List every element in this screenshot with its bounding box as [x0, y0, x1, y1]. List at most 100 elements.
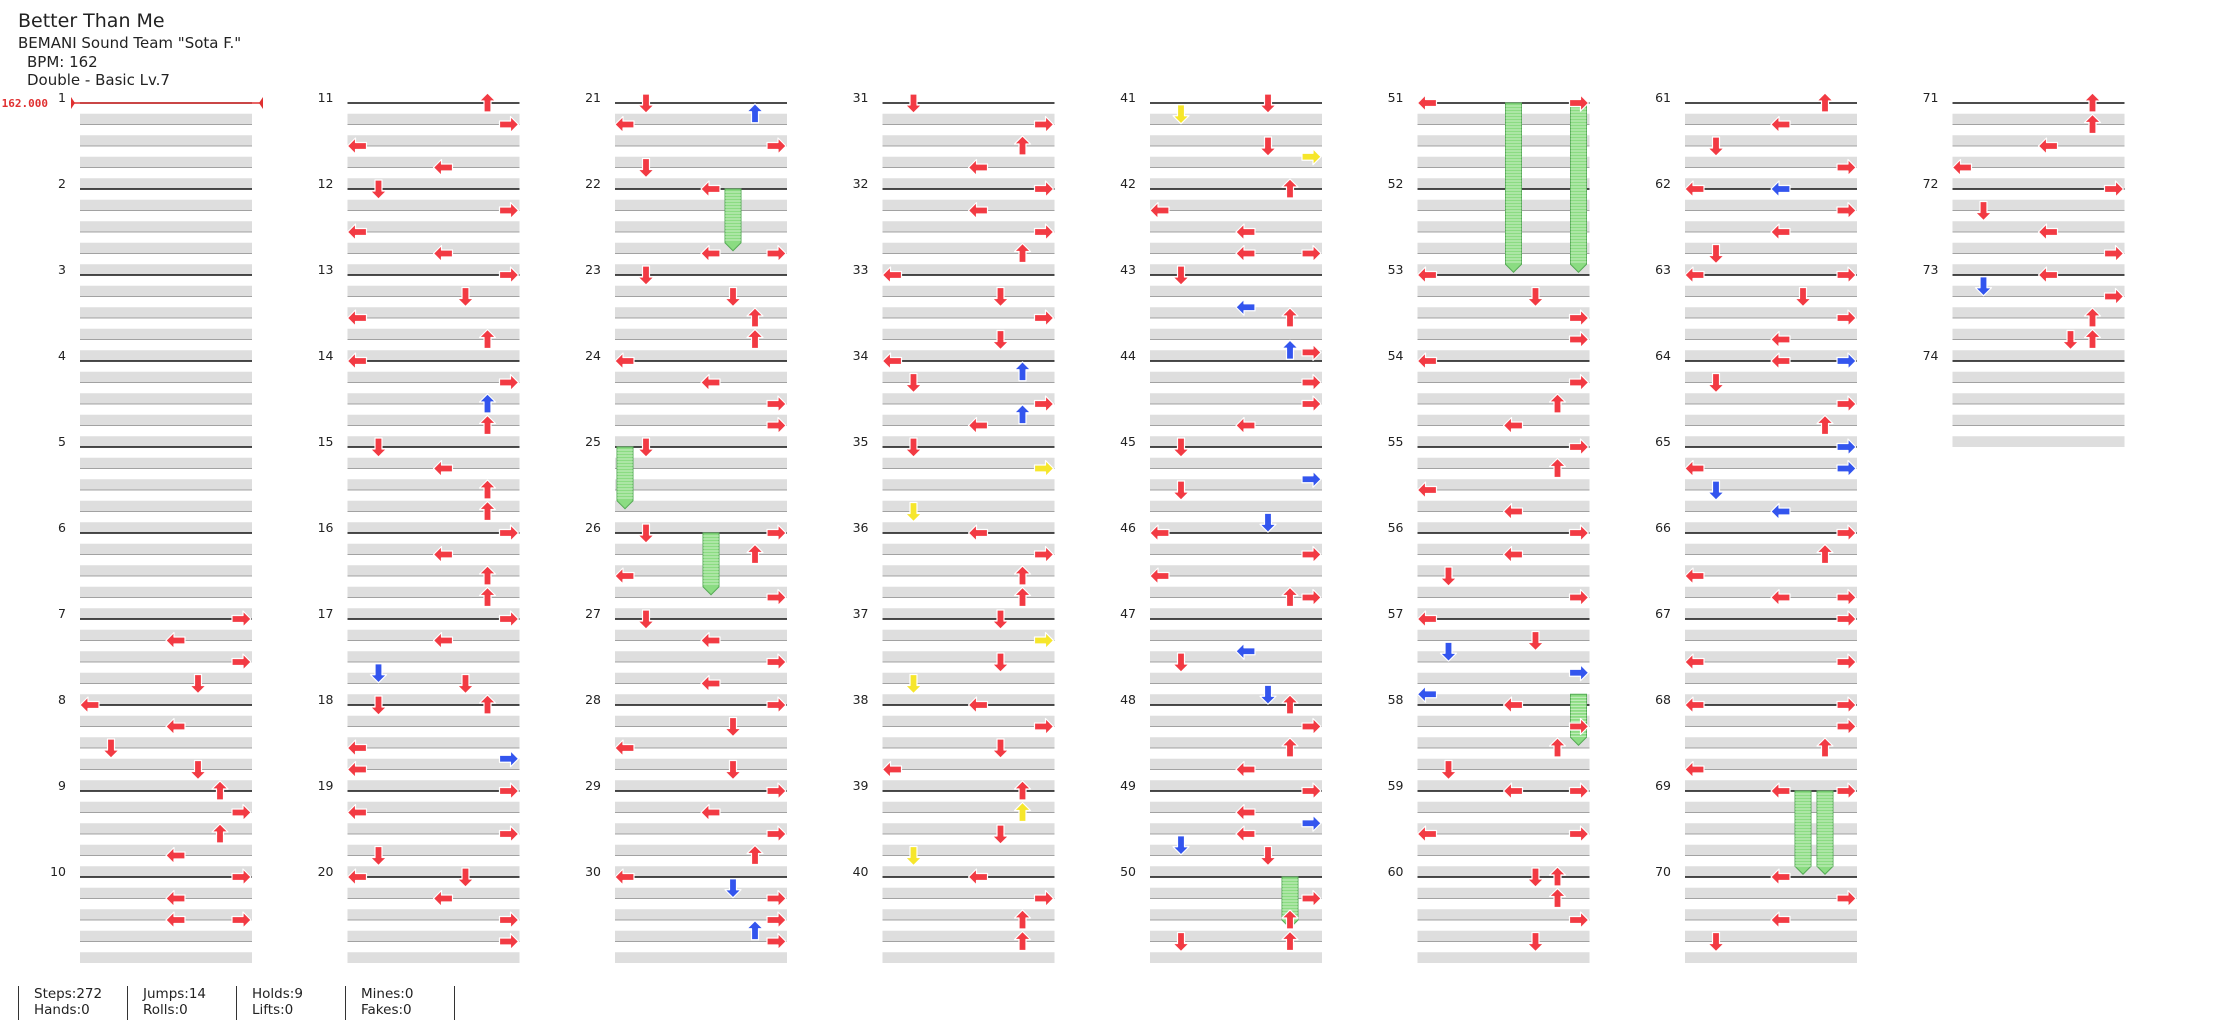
beat-stripe	[347, 221, 520, 232]
right-arrow-icon	[1568, 438, 1590, 456]
right-arrow-icon	[1301, 395, 1322, 413]
down-arrow-icon	[456, 673, 475, 695]
right-arrow-icon	[1568, 588, 1590, 607]
beat-stripe	[882, 543, 1055, 555]
right-arrow-icon	[1033, 459, 1055, 478]
beat-stripe	[1685, 113, 1857, 125]
measure-number: 2	[58, 176, 66, 191]
up-arrow-icon	[2083, 328, 2102, 350]
beat-stripe	[882, 156, 1055, 168]
left-arrow-icon	[346, 137, 368, 155]
beat-stripe	[347, 543, 520, 555]
beat-stripe	[1685, 952, 1857, 963]
beat-stripe	[347, 629, 520, 641]
beat-stripe	[1685, 823, 1857, 834]
beat-stripe	[347, 285, 520, 297]
down-arrow-icon	[637, 93, 655, 114]
down-arrow-icon	[1439, 759, 1458, 781]
beat-stripe	[347, 887, 520, 899]
down-arrow-icon	[1259, 136, 1277, 157]
left-arrow-icon	[2037, 223, 2059, 241]
beat-stripe	[347, 371, 520, 383]
left-arrow-icon	[1235, 244, 1256, 263]
left-arrow-icon	[967, 416, 989, 435]
up-arrow-icon	[2083, 92, 2102, 113]
beat-stripe	[1417, 715, 1590, 727]
beat-stripe	[80, 457, 252, 469]
beat-stripe	[80, 328, 252, 340]
beat-stripe	[1150, 887, 1322, 899]
beat-stripe	[1952, 328, 2125, 340]
down-arrow-icon	[1439, 566, 1458, 587]
left-arrow-icon	[432, 459, 454, 478]
beat-stripe	[615, 436, 787, 447]
beat-stripe	[882, 436, 1055, 447]
left-arrow-icon	[432, 244, 454, 263]
measure-number: 58	[1388, 692, 1404, 707]
beat-stripe	[1685, 436, 1857, 447]
beat-stripe	[1150, 371, 1322, 383]
down-arrow-icon	[102, 738, 120, 759]
left-arrow-icon	[967, 524, 989, 542]
down-arrow-icon	[1974, 276, 1993, 297]
measure-number: 74	[1923, 348, 1939, 363]
right-arrow-icon	[766, 889, 787, 908]
measure-number: 70	[1655, 864, 1671, 879]
beat-stripe	[615, 371, 787, 383]
beat-stripe	[1417, 328, 1590, 340]
beat-stripe	[882, 221, 1055, 232]
left-arrow-icon	[1502, 782, 1524, 800]
beat-stripe	[80, 393, 252, 404]
beat-stripe	[80, 565, 252, 576]
beat-stripe	[1150, 737, 1322, 748]
right-arrow-icon	[231, 610, 252, 628]
beat-stripe	[882, 135, 1055, 146]
stat-jumps: Jumps:14	[143, 986, 207, 1002]
stat-group-steps: Steps:272 Hands:0	[18, 986, 102, 1020]
beat-stripe	[347, 457, 520, 469]
beat-stripe	[1417, 522, 1590, 533]
beat-stripe	[80, 135, 252, 146]
left-arrow-icon	[1416, 610, 1438, 628]
left-arrow-icon	[1684, 696, 1705, 714]
left-arrow-icon	[1684, 760, 1705, 779]
measure-number: 52	[1388, 176, 1404, 191]
measure-number: 39	[853, 778, 869, 793]
left-arrow-icon	[700, 244, 721, 263]
left-arrow-icon	[1502, 502, 1524, 521]
beat-stripe	[1417, 285, 1590, 297]
up-arrow-icon	[211, 780, 229, 801]
beat-stripe	[80, 264, 252, 275]
beat-stripe	[1150, 242, 1322, 254]
beat-stripe	[1417, 651, 1590, 662]
measure-number: 26	[585, 520, 601, 535]
beat-stripe	[1150, 479, 1322, 490]
left-arrow-icon	[1951, 158, 1973, 177]
beat-stripe	[1952, 350, 2125, 361]
left-arrow-icon	[346, 760, 368, 779]
beat-stripe	[1685, 758, 1857, 770]
beat-stripe	[1150, 393, 1322, 404]
beat-stripe	[1417, 500, 1590, 512]
beat-stripe	[615, 522, 787, 533]
beat-stripe	[1150, 608, 1322, 619]
up-arrow-icon	[478, 586, 497, 608]
beat-stripe	[882, 522, 1055, 533]
stat-group-jumps: Jumps:14 Rolls:0	[127, 986, 206, 1020]
beat-stripe	[615, 715, 787, 727]
beat-stripe	[615, 500, 787, 512]
stat-steps: Steps:272	[34, 986, 103, 1002]
right-arrow-icon	[766, 932, 787, 951]
beat-stripe	[1685, 393, 1857, 404]
left-arrow-icon	[1416, 94, 1438, 112]
beat-stripe	[1150, 522, 1322, 533]
beat-stripe	[1417, 178, 1590, 189]
beat-stripe	[882, 479, 1055, 490]
stat-lifts: Lifts:0	[252, 1002, 294, 1018]
song-difficulty: Double - Basic Lv.7	[27, 71, 170, 90]
beat-stripe	[615, 242, 787, 254]
left-arrow-icon	[967, 868, 989, 886]
left-arrow-icon	[1684, 266, 1705, 284]
right-arrow-icon	[1568, 911, 1590, 929]
measure-number: 41	[1120, 90, 1136, 105]
